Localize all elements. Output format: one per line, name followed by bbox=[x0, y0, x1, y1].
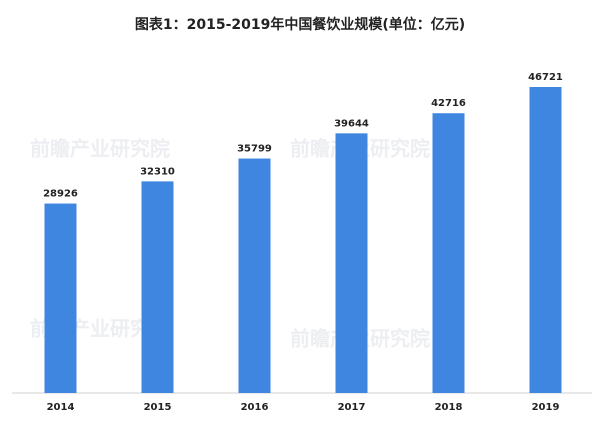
x-tick-label: 2019 bbox=[532, 402, 560, 413]
data-label: 32310 bbox=[140, 166, 175, 177]
x-tick-label: 2014 bbox=[47, 402, 75, 413]
x-tick-label: 2018 bbox=[435, 402, 463, 413]
bar bbox=[44, 203, 77, 393]
x-tick-label: 2015 bbox=[144, 402, 172, 413]
bar bbox=[238, 158, 271, 393]
bar bbox=[529, 87, 562, 393]
x-tick-label: 2017 bbox=[338, 402, 366, 413]
data-label: 42716 bbox=[431, 98, 466, 109]
bar bbox=[335, 133, 368, 393]
chart-title: 图表1：2015-2019年中国餐饮业规模(单位：亿元) bbox=[135, 16, 465, 33]
data-label: 35799 bbox=[237, 144, 272, 155]
data-label: 39644 bbox=[334, 118, 369, 129]
watermark: 前瞻产业研究院 bbox=[30, 137, 170, 161]
bar bbox=[141, 181, 174, 393]
bar bbox=[432, 113, 465, 393]
x-tick-label: 2016 bbox=[241, 402, 269, 413]
data-label: 28926 bbox=[43, 189, 78, 200]
data-label: 46721 bbox=[528, 72, 563, 83]
